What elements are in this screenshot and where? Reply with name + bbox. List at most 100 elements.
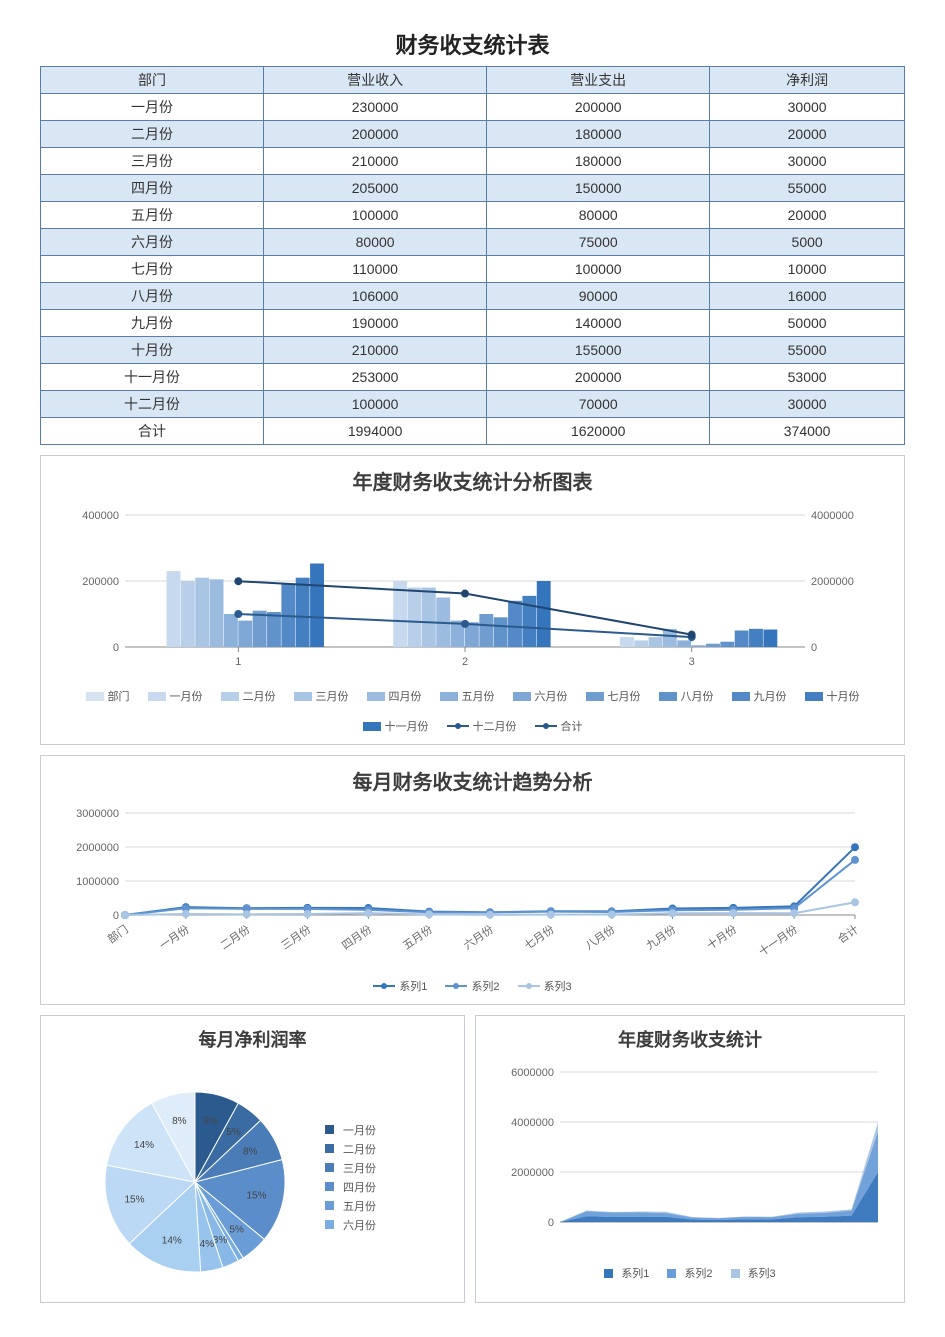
table-cell: 110000 xyxy=(264,256,487,283)
table-cell: 1620000 xyxy=(487,418,710,445)
table-cell: 20000 xyxy=(710,121,905,148)
table-header-cell: 营业收入 xyxy=(264,67,487,94)
chart4-box: 年度财务收支统计 0200000040000006000000 系列1系列2系列… xyxy=(475,1015,905,1303)
legend-item: 系列2 xyxy=(667,1265,712,1281)
chart3-svg: 8%5%8%15%5%3%4%14%15%14%8% xyxy=(55,1062,315,1292)
legend-item: 八月份 xyxy=(659,688,714,704)
table-cell: 205000 xyxy=(264,175,487,202)
table-cell: 十一月份 xyxy=(41,364,264,391)
legend-item: 三月份 xyxy=(294,688,349,704)
table-cell: 20000 xyxy=(710,202,905,229)
table-cell: 180000 xyxy=(487,148,710,175)
legend-item: 系列1 xyxy=(604,1265,649,1281)
svg-text:4%: 4% xyxy=(200,1239,215,1250)
svg-text:3: 3 xyxy=(689,656,695,668)
legend-item: 九月份 xyxy=(732,688,787,704)
table-row: 三月份21000018000030000 xyxy=(41,148,905,175)
svg-text:5%: 5% xyxy=(226,1127,241,1138)
chart4-svg: 0200000040000006000000 xyxy=(490,1062,890,1252)
chart1-svg: 0200000400000020000004000000123 xyxy=(55,505,875,675)
svg-text:二月份: 二月份 xyxy=(218,923,252,953)
table-cell: 53000 xyxy=(710,364,905,391)
chart1-title: 年度财务收支统计分析图表 xyxy=(55,466,890,495)
svg-text:5%: 5% xyxy=(229,1224,244,1235)
chart4-legend: 系列1 系列2 系列3 xyxy=(490,1265,890,1281)
svg-text:15%: 15% xyxy=(246,1191,266,1202)
table-cell: 80000 xyxy=(264,229,487,256)
table-cell: 100000 xyxy=(487,256,710,283)
svg-text:200000: 200000 xyxy=(82,576,119,588)
legend-item: 二月份 xyxy=(221,688,276,704)
legend-item: 系列3 xyxy=(518,978,572,994)
legend-item: 六月份 xyxy=(325,1217,376,1233)
svg-text:2000000: 2000000 xyxy=(76,842,119,854)
table-cell: 200000 xyxy=(487,94,710,121)
legend-item: 系列3 xyxy=(731,1265,776,1281)
table-row: 二月份20000018000020000 xyxy=(41,121,905,148)
table-cell: 230000 xyxy=(264,94,487,121)
table-row: 十二月份1000007000030000 xyxy=(41,391,905,418)
chart3-title: 每月净利润率 xyxy=(55,1026,450,1052)
legend-item: 二月份 xyxy=(325,1141,376,1157)
svg-text:4000000: 4000000 xyxy=(811,510,854,522)
legend-item: 系列2 xyxy=(445,978,499,994)
table-row: 一月份23000020000030000 xyxy=(41,94,905,121)
legend-item: 部门 xyxy=(86,688,130,704)
table-cell: 70000 xyxy=(487,391,710,418)
svg-text:14%: 14% xyxy=(134,1140,154,1151)
table-cell: 十二月份 xyxy=(41,391,264,418)
svg-text:四月份: 四月份 xyxy=(340,923,374,953)
svg-text:十月份: 十月份 xyxy=(704,922,739,952)
table-cell: 100000 xyxy=(264,391,487,418)
table-cell: 四月份 xyxy=(41,175,264,202)
table-row: 九月份19000014000050000 xyxy=(41,310,905,337)
table-cell: 90000 xyxy=(487,283,710,310)
table-cell: 30000 xyxy=(710,94,905,121)
legend-item: 三月份 xyxy=(325,1160,376,1176)
table-cell: 150000 xyxy=(487,175,710,202)
table-cell: 一月份 xyxy=(41,94,264,121)
table-row: 四月份20500015000055000 xyxy=(41,175,905,202)
table-cell: 253000 xyxy=(264,364,487,391)
svg-text:1000000: 1000000 xyxy=(76,876,119,888)
table-cell: 210000 xyxy=(264,148,487,175)
table-row: 六月份80000750005000 xyxy=(41,229,905,256)
svg-text:三月份: 三月份 xyxy=(279,923,313,953)
legend-item: 四月份 xyxy=(325,1179,376,1195)
financial-table: 部门营业收入营业支出净利润 一月份23000020000030000二月份200… xyxy=(40,66,905,445)
table-row: 十一月份25300020000053000 xyxy=(41,364,905,391)
legend-item: 十二月份 xyxy=(447,718,517,734)
legend-item: 五月份 xyxy=(440,688,495,704)
svg-text:合计: 合计 xyxy=(835,922,861,946)
table-row: 十月份21000015500055000 xyxy=(41,337,905,364)
svg-text:八月份: 八月份 xyxy=(583,923,617,953)
table-cell: 八月份 xyxy=(41,283,264,310)
table-cell: 30000 xyxy=(710,148,905,175)
table-cell: 210000 xyxy=(264,337,487,364)
table-cell: 180000 xyxy=(487,121,710,148)
table-cell: 九月份 xyxy=(41,310,264,337)
chart1-legend: 部门一月份二月份三月份四月份五月份六月份七月份八月份九月份十月份十一月份十二月份… xyxy=(55,688,890,734)
chart2-legend: 系列1 系列2 系列3 xyxy=(55,978,890,994)
svg-text:0: 0 xyxy=(548,1217,554,1229)
table-cell: 55000 xyxy=(710,337,905,364)
legend-item: 七月份 xyxy=(586,688,641,704)
svg-text:4000000: 4000000 xyxy=(511,1117,554,1129)
svg-text:0: 0 xyxy=(811,642,817,654)
table-cell: 75000 xyxy=(487,229,710,256)
svg-text:1: 1 xyxy=(235,656,241,668)
table-cell: 30000 xyxy=(710,391,905,418)
svg-text:2: 2 xyxy=(462,656,468,668)
chart3-box: 每月净利润率 8%5%8%15%5%3%4%14%15%14%8% 一月份二月份… xyxy=(40,1015,465,1303)
table-cell: 155000 xyxy=(487,337,710,364)
svg-text:0: 0 xyxy=(113,642,119,654)
svg-text:六月份: 六月份 xyxy=(461,923,495,953)
table-cell: 106000 xyxy=(264,283,487,310)
legend-item: 系列1 xyxy=(373,978,427,994)
legend-item: 四月份 xyxy=(367,688,422,704)
svg-text:8%: 8% xyxy=(203,1116,218,1127)
svg-text:14%: 14% xyxy=(162,1236,182,1247)
chart2-svg: 0100000020000003000000部门一月份二月份三月份四月份五月份六… xyxy=(55,805,875,965)
table-cell: 200000 xyxy=(264,121,487,148)
legend-item: 一月份 xyxy=(325,1122,376,1138)
